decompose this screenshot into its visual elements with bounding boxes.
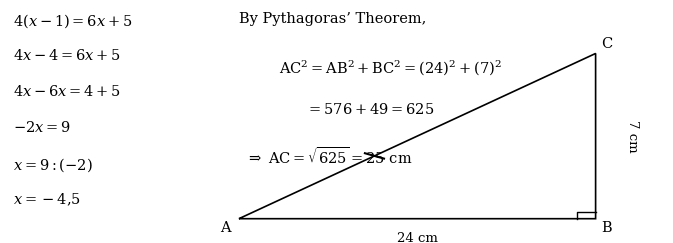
Text: C: C — [601, 37, 612, 51]
Text: $-2x = 9$: $-2x = 9$ — [13, 120, 71, 135]
Text: $x = -4{,}5$: $x = -4{,}5$ — [13, 192, 81, 208]
Text: $\mathrm{AC}^2 = \mathrm{AB}^2 + \mathrm{BC}^2 = (24)^2+(7)^2$: $\mathrm{AC}^2 = \mathrm{AB}^2 + \mathrm… — [279, 58, 502, 77]
Text: $4x-4 = 6x+5$: $4x-4 = 6x+5$ — [13, 48, 121, 63]
Text: $4x-6x = 4+5$: $4x-6x = 4+5$ — [13, 84, 121, 99]
Text: B: B — [601, 221, 612, 235]
Text: $\Rightarrow\ \mathrm{AC} = \sqrt{625} = 25\ \mathrm{cm}$: $\Rightarrow\ \mathrm{AC} = \sqrt{625} =… — [246, 146, 412, 167]
Text: 24 cm: 24 cm — [397, 232, 437, 243]
Text: $= 576+49 = 625$: $= 576+49 = 625$ — [306, 102, 435, 117]
Text: A: A — [220, 221, 231, 235]
Text: By Pythagoras’ Theorem,: By Pythagoras’ Theorem, — [239, 12, 426, 26]
Text: $x = 9:(-2)$: $x = 9:(-2)$ — [13, 156, 93, 174]
Text: 7 cm: 7 cm — [626, 120, 639, 152]
Text: $4(x-1) = 6x+5$: $4(x-1) = 6x+5$ — [13, 12, 133, 30]
